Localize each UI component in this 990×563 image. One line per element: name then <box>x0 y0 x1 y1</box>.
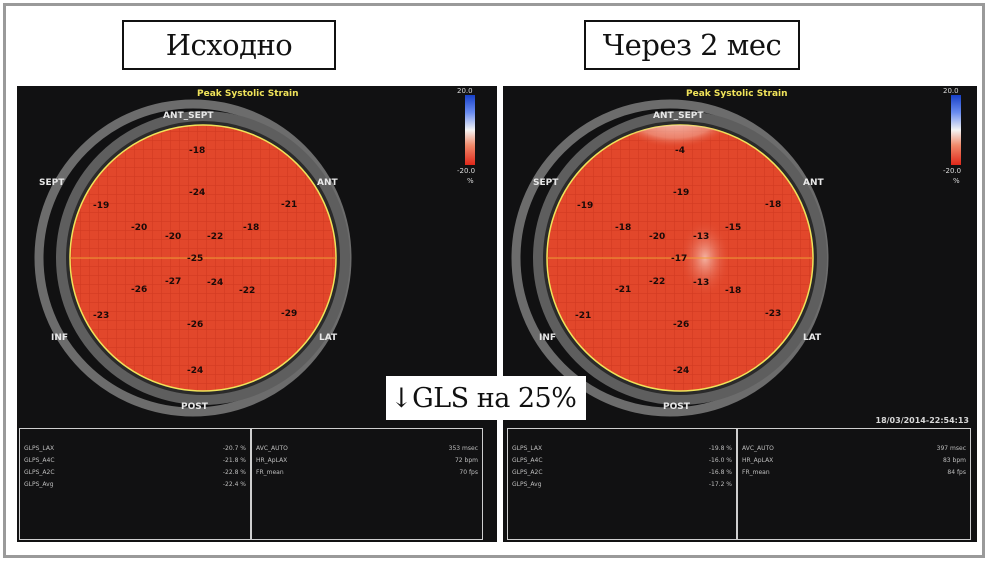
segment-value: -24 <box>189 188 205 198</box>
table-row: FR_mean 70 fps <box>256 469 478 476</box>
segment-value: -15 <box>725 223 741 233</box>
segment-value: -4 <box>675 146 685 156</box>
wall-label-ant: ANT <box>317 178 338 188</box>
gls-change-note: ↓GLS на 25% <box>386 376 586 420</box>
wall-label-sept: SEPT <box>39 178 65 188</box>
segment-value: -18 <box>725 286 741 296</box>
table-row: HR_ApLAX 83 bpm <box>742 457 966 464</box>
colorbar-max: 20.0 <box>943 87 959 95</box>
segment-value: -20 <box>649 232 665 242</box>
table-row: GLPS_Avg -17.2 % <box>512 481 732 488</box>
wall-label-post: POST <box>663 402 691 412</box>
strain-colorbar <box>951 95 961 165</box>
segment-value: -23 <box>93 311 109 321</box>
followup-label: Через 2 мес <box>584 20 800 70</box>
acquisition-panel: AVC_AUTO 397 msec HR_ApLAX 83 bpm FR_mean 8… <box>737 428 971 540</box>
map-title: Peak Systolic Strain <box>686 89 788 99</box>
colorbar-unit: % <box>953 177 960 185</box>
map-title: Peak Systolic Strain <box>197 89 299 99</box>
segment-value: -22 <box>239 286 255 296</box>
segment-value: -22 <box>649 277 665 287</box>
wall-label-inf: INF <box>51 333 68 343</box>
segment-value: -26 <box>187 320 203 330</box>
table-row: GLPS_LAX -19.8 % <box>512 445 732 452</box>
table-row: GLPS_Avg -22.4 % <box>24 481 246 488</box>
segment-value: -18 <box>189 146 205 156</box>
segment-value: -18 <box>615 223 631 233</box>
segment-value: -26 <box>673 320 689 330</box>
gls-values-panel: GLPS_LAX -20.7 % GLPS_A4C -21.8 % GLPS_A2C… <box>19 428 251 540</box>
segment-value: -24 <box>673 366 689 376</box>
table-row: AVC_AUTO 397 msec <box>742 445 966 452</box>
segment-value: -18 <box>243 223 259 233</box>
colorbar-max: 20.0 <box>457 87 473 95</box>
bullseye-plot: ANT_SEPT SEPT ANT INF LAT POST -18 -24 -… <box>34 99 352 417</box>
segment-value: -23 <box>765 309 781 319</box>
segment-value: -22 <box>207 232 223 242</box>
table-row: GLPS_A2C -22.8 % <box>24 469 246 476</box>
table-row: HR_ApLAX 72 bpm <box>256 457 478 464</box>
colorbar-min: -20.0 <box>457 167 476 175</box>
table-row: GLPS_A4C -21.8 % <box>24 457 246 464</box>
colorbar-min: -20.0 <box>943 167 962 175</box>
segment-value: -24 <box>207 278 223 288</box>
table-row: GLPS_LAX -20.7 % <box>24 445 246 452</box>
segment-value: -26 <box>131 285 147 295</box>
colorbar-unit: % <box>467 177 474 185</box>
gls-values-panel: GLPS_LAX -19.8 % GLPS_A4C -16.0 % GLPS_A2C… <box>507 428 737 540</box>
segment-value: -29 <box>281 309 297 319</box>
baseline-label: Исходно <box>122 20 336 70</box>
segment-value: -17 <box>671 254 687 264</box>
segment-value: -13 <box>693 232 709 242</box>
acquisition-panel: AVC_AUTO 353 msec HR_ApLAX 72 bpm FR_mean 7… <box>251 428 483 540</box>
segment-value: -21 <box>575 311 591 321</box>
wall-label-inf: INF <box>539 333 556 343</box>
wall-label-ant-sept: ANT_SEPT <box>653 111 704 121</box>
wall-label-ant-sept: ANT_SEPT <box>163 111 214 121</box>
segment-value: -20 <box>131 223 147 233</box>
wall-label-ant: ANT <box>803 178 824 188</box>
table-row: GLPS_A4C -16.0 % <box>512 457 732 464</box>
segment-value: -19 <box>93 201 109 211</box>
wall-label-sept: SEPT <box>533 178 559 188</box>
segment-value: -20 <box>165 232 181 242</box>
segment-value: -21 <box>281 200 297 210</box>
bullseye-plot: ANT_SEPT SEPT ANT INF LAT POST -4 -19 -1… <box>511 99 829 417</box>
segment-value: -21 <box>615 285 631 295</box>
segment-value: -19 <box>673 188 689 198</box>
table-row: GLPS_A2C -16.8 % <box>512 469 732 476</box>
wall-label-lat: LAT <box>803 333 822 343</box>
followup-strain-map: Peak Systolic Strain <box>503 86 977 542</box>
acquisition-date: 18/03/2014-22:54:13 <box>875 416 970 425</box>
table-row: FR_mean 84 fps <box>742 469 966 476</box>
segment-value: -27 <box>165 277 181 287</box>
segment-value: -18 <box>765 200 781 210</box>
wall-label-post: POST <box>181 402 209 412</box>
segment-value: -19 <box>577 201 593 211</box>
segment-value: -25 <box>187 254 203 264</box>
wall-label-lat: LAT <box>319 333 338 343</box>
table-row: AVC_AUTO 353 msec <box>256 445 478 452</box>
baseline-strain-map: Peak Systolic Strain ANT_SEPT SEPT ANT I… <box>17 86 497 542</box>
strain-colorbar <box>465 95 475 165</box>
segment-value: -24 <box>187 366 203 376</box>
segment-value: -13 <box>693 278 709 288</box>
